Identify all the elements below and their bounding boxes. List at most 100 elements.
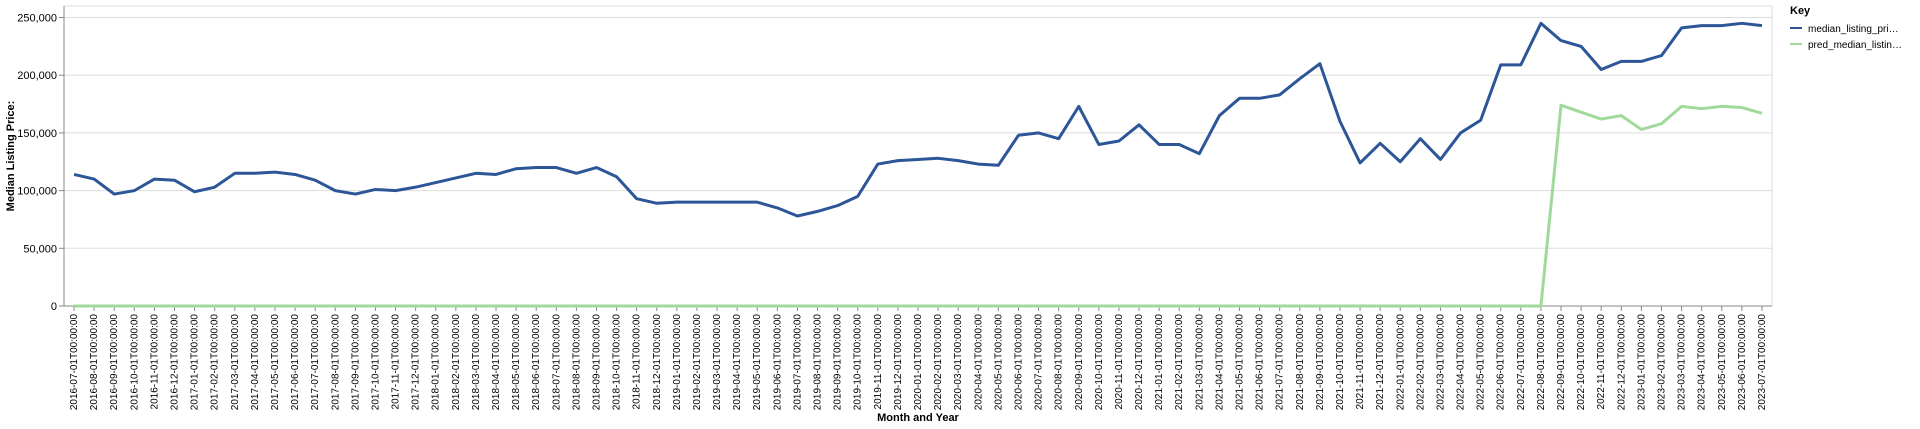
- x-tick-label: 2019-05-01T00:00:00: [752, 314, 763, 411]
- x-tick-label: 2019-08-01T00:00:00: [813, 314, 824, 411]
- x-tick-label: 2018-11-01T00:00:00: [632, 314, 643, 410]
- x-tick-label: 2019-10-01T00:00:00: [853, 314, 864, 411]
- x-tick-label: 2021-03-01T00:00:00: [1194, 314, 1205, 411]
- x-tick-label: 2021-08-01T00:00:00: [1295, 314, 1306, 411]
- x-tick-label: 2022-10-01T00:00:00: [1576, 314, 1587, 411]
- y-tick-label: 250,000: [17, 13, 57, 25]
- x-tick-label: 2017-07-01T00:00:00: [310, 314, 321, 411]
- x-tick-label: 2022-07-01T00:00:00: [1516, 314, 1527, 411]
- x-tick-label: 2022-08-01T00:00:00: [1536, 314, 1547, 411]
- x-tick-label: 2021-05-01T00:00:00: [1235, 314, 1246, 411]
- x-tick-label: 2016-07-01T00:00:00: [69, 314, 80, 411]
- x-tick-label: 2016-12-01T00:00:00: [170, 314, 181, 411]
- y-tick-label: 150,000: [17, 128, 57, 140]
- x-tick-label: 2017-08-01T00:00:00: [330, 314, 341, 411]
- x-tick-label: 2018-02-01T00:00:00: [451, 314, 462, 411]
- x-tick-label: 2017-10-01T00:00:00: [370, 314, 381, 411]
- x-tick-label: 2019-02-01T00:00:00: [692, 314, 703, 411]
- x-tick-label: 2019-12-01T00:00:00: [893, 314, 904, 411]
- x-tick-label: 2018-10-01T00:00:00: [612, 314, 623, 411]
- x-tick-label: 2022-04-01T00:00:00: [1456, 314, 1467, 411]
- x-tick-label: 2017-11-01T00:00:00: [391, 314, 402, 410]
- x-tick-label: 2020-09-01T00:00:00: [1074, 314, 1085, 411]
- x-tick-label: 2018-08-01T00:00:00: [571, 314, 582, 411]
- x-tick-label: 2017-03-01T00:00:00: [230, 314, 241, 411]
- x-tick-label: 2022-03-01T00:00:00: [1435, 314, 1446, 411]
- x-tick-label: 2021-02-01T00:00:00: [1174, 314, 1185, 411]
- x-tick-label: 2020-07-01T00:00:00: [1034, 314, 1045, 411]
- x-tick-label: 2019-01-01T00:00:00: [672, 314, 683, 411]
- x-tick-label: 2016-09-01T00:00:00: [109, 314, 120, 411]
- legend-title: Key: [1790, 5, 1811, 17]
- legend-label: pred_median_listin…: [1808, 40, 1902, 51]
- x-tick-label: 2019-09-01T00:00:00: [833, 314, 844, 411]
- plot-frame: [63, 5, 1773, 307]
- x-tick-label: 2020-03-01T00:00:00: [953, 314, 964, 411]
- x-tick-label: 2017-01-01T00:00:00: [190, 314, 201, 411]
- x-tick-label: 2017-06-01T00:00:00: [290, 314, 301, 411]
- x-tick-label: 2016-11-01T00:00:00: [149, 314, 160, 410]
- x-tick-label: 2019-07-01T00:00:00: [792, 314, 803, 411]
- x-tick-label: 2019-04-01T00:00:00: [732, 314, 743, 411]
- x-tick-label: 2019-06-01T00:00:00: [772, 314, 783, 411]
- y-tick-label: 50,000: [23, 243, 57, 255]
- x-tick-label: 2021-11-01T00:00:00: [1355, 314, 1366, 410]
- x-tick-label: 2020-12-01T00:00:00: [1134, 314, 1145, 411]
- x-tick-label: 2017-02-01T00:00:00: [210, 314, 221, 411]
- legend-label: median_listing_pri…: [1808, 24, 1899, 35]
- x-tick-label: 2021-06-01T00:00:00: [1255, 314, 1266, 411]
- x-tick-label: 2020-06-01T00:00:00: [1013, 314, 1024, 411]
- x-tick-label: 2021-12-01T00:00:00: [1375, 314, 1386, 411]
- y-tick-label: 0: [51, 301, 57, 313]
- x-tick-label: 2016-10-01T00:00:00: [129, 314, 140, 411]
- x-tick-label: 2018-07-01T00:00:00: [551, 314, 562, 411]
- x-tick-label: 2020-10-01T00:00:00: [1094, 314, 1105, 411]
- x-tick-label: 2019-03-01T00:00:00: [712, 314, 723, 411]
- x-tick-label: 2017-12-01T00:00:00: [411, 314, 422, 411]
- x-tick-label: 2018-12-01T00:00:00: [652, 314, 663, 411]
- series-line: [73, 21, 1763, 218]
- x-tick-label: 2020-11-01T00:00:00: [1114, 314, 1125, 410]
- x-tick-label: 2018-06-01T00:00:00: [531, 314, 542, 411]
- x-tick-label: 2018-04-01T00:00:00: [491, 314, 502, 411]
- x-tick-label: 2020-04-01T00:00:00: [973, 314, 984, 411]
- x-tick-label: 2021-01-01T00:00:00: [1154, 314, 1165, 411]
- x-tick-label: 2023-03-01T00:00:00: [1677, 314, 1688, 411]
- x-tick-label: 2017-05-01T00:00:00: [270, 314, 281, 411]
- x-tick-label: 2017-04-01T00:00:00: [250, 314, 261, 411]
- x-tick-label: 2023-02-01T00:00:00: [1656, 314, 1667, 411]
- x-tick-label: 2016-08-01T00:00:00: [89, 314, 100, 411]
- x-tick-label: 2022-09-01T00:00:00: [1556, 314, 1567, 411]
- x-tick-label: 2022-11-01T00:00:00: [1596, 314, 1607, 410]
- x-tick-label: 2023-04-01T00:00:00: [1697, 314, 1708, 411]
- x-tick-label: 2018-05-01T00:00:00: [511, 314, 522, 411]
- x-tick-label: 2022-06-01T00:00:00: [1496, 314, 1507, 411]
- y-tick-label: 200,000: [17, 70, 57, 82]
- x-axis-title: Month and Year: [877, 412, 959, 424]
- x-tick-label: 2023-07-01T00:00:00: [1757, 314, 1768, 411]
- x-tick-label: 2022-02-01T00:00:00: [1415, 314, 1426, 411]
- x-tick-label: 2021-10-01T00:00:00: [1335, 314, 1346, 411]
- x-tick-label: 2022-01-01T00:00:00: [1395, 314, 1406, 411]
- x-tick-label: 2019-11-01T00:00:00: [873, 314, 884, 410]
- x-tick-label: 2021-07-01T00:00:00: [1275, 314, 1286, 411]
- x-tick-label: 2020-01-01T00:00:00: [913, 314, 924, 411]
- x-tick-label: 2023-05-01T00:00:00: [1717, 314, 1728, 411]
- x-tick-label: 2022-12-01T00:00:00: [1616, 314, 1627, 411]
- x-tick-label: 2020-05-01T00:00:00: [993, 314, 1004, 411]
- x-tick-label: 2017-09-01T00:00:00: [350, 314, 361, 411]
- x-tick-label: 2023-06-01T00:00:00: [1737, 314, 1748, 411]
- x-tick-label: 2021-09-01T00:00:00: [1315, 314, 1326, 411]
- x-tick-label: 2018-09-01T00:00:00: [591, 314, 602, 411]
- x-tick-label: 2018-01-01T00:00:00: [431, 314, 442, 411]
- y-axis-title: Median Listing Price:: [5, 101, 17, 212]
- x-tick-label: 2022-05-01T00:00:00: [1476, 314, 1487, 411]
- x-tick-label: 2020-02-01T00:00:00: [933, 314, 944, 411]
- x-tick-label: 2020-08-01T00:00:00: [1054, 314, 1065, 411]
- series-line: [74, 103, 1763, 308]
- x-tick-label: 2023-01-01T00:00:00: [1636, 314, 1647, 411]
- x-tick-label: 2021-04-01T00:00:00: [1214, 314, 1225, 411]
- y-tick-label: 100,000: [17, 186, 57, 198]
